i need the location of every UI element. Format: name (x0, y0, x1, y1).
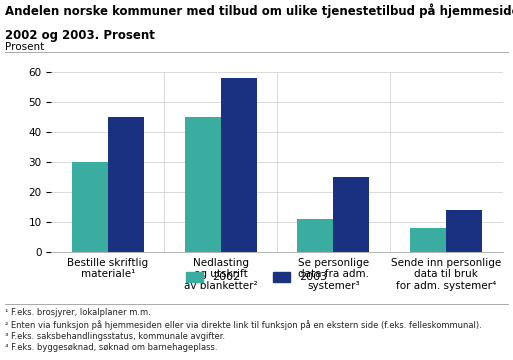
Text: ⁴ F.eks. byggesøknad, søknad om barnehageplass.: ⁴ F.eks. byggesøknad, søknad om barnehag… (5, 343, 218, 352)
Bar (221, 78, 256, 252)
Bar (410, 228, 446, 252)
Text: Andelen norske kommuner med tilbud om ulike tjenestetilbud på hjemmesiden.: Andelen norske kommuner med tilbud om ul… (5, 4, 513, 18)
Text: ³ F.eks. saksbehandlingsstatus, kommunale avgifter.: ³ F.eks. saksbehandlingsstatus, kommunal… (5, 332, 225, 341)
Bar (185, 117, 221, 252)
Bar (333, 177, 369, 252)
Bar (298, 219, 333, 252)
Text: ² Enten via funksjon på hjemmesiden eller via direkte link til funksjon på en ek: ² Enten via funksjon på hjemmesiden elle… (5, 320, 482, 329)
Bar (72, 162, 108, 252)
Legend: 2002, 2003: 2002, 2003 (186, 272, 327, 283)
Text: ¹ F.eks. brosjyrer, lokalplaner m.m.: ¹ F.eks. brosjyrer, lokalplaner m.m. (5, 308, 151, 317)
Bar (108, 117, 144, 252)
Bar (446, 210, 482, 252)
Text: Prosent: Prosent (5, 42, 45, 52)
Text: 2002 og 2003. Prosent: 2002 og 2003. Prosent (5, 29, 155, 42)
